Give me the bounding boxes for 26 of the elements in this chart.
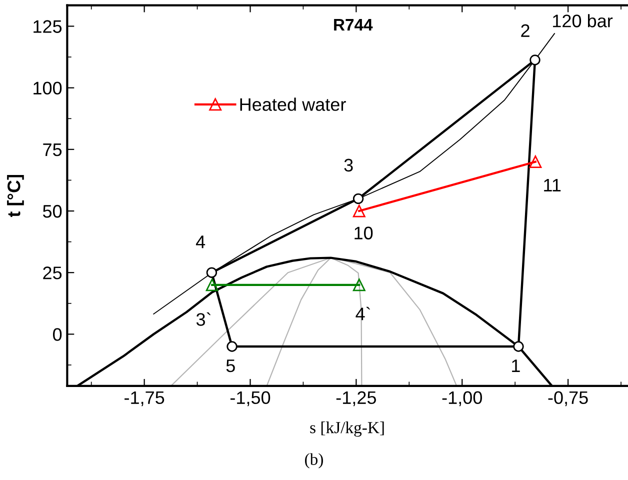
legend-label: Heated water [240, 98, 346, 111]
y-tick-label: 75 [43, 144, 62, 156]
annotation: 120 bar [553, 14, 613, 28]
y-tick-label: 100 [34, 82, 62, 95]
x-tick-label: -1,75 [124, 391, 164, 406]
annotation: 3` [196, 312, 210, 326]
text: R744 [334, 19, 373, 31]
annotation: 10 [354, 226, 373, 240]
y-tick-label: 50 [42, 204, 62, 218]
y-tick-label: 25 [43, 266, 62, 280]
annotation: 2 [521, 24, 530, 37]
x-tick-label: -1,25 [336, 391, 376, 406]
text: (b) [305, 453, 323, 468]
annotation: 11 [544, 178, 561, 192]
y-tick-label: 125 [34, 20, 62, 33]
annotation: 4 [196, 236, 206, 248]
x-tick-label: -0,75 [548, 391, 588, 406]
annotation: 4` [356, 306, 370, 320]
annotation: 1 [512, 360, 520, 372]
x-axis-title: s [kJ/kg-K] [310, 422, 384, 437]
x-tick-label: -1,50 [230, 391, 270, 406]
y-tick-label: 0 [53, 328, 62, 341]
y-axis-title: t [°C] [7, 174, 24, 218]
x-tick-label: -1,00 [442, 391, 482, 406]
annotation: 5 [226, 360, 235, 372]
annotation: 3 [344, 158, 353, 172]
